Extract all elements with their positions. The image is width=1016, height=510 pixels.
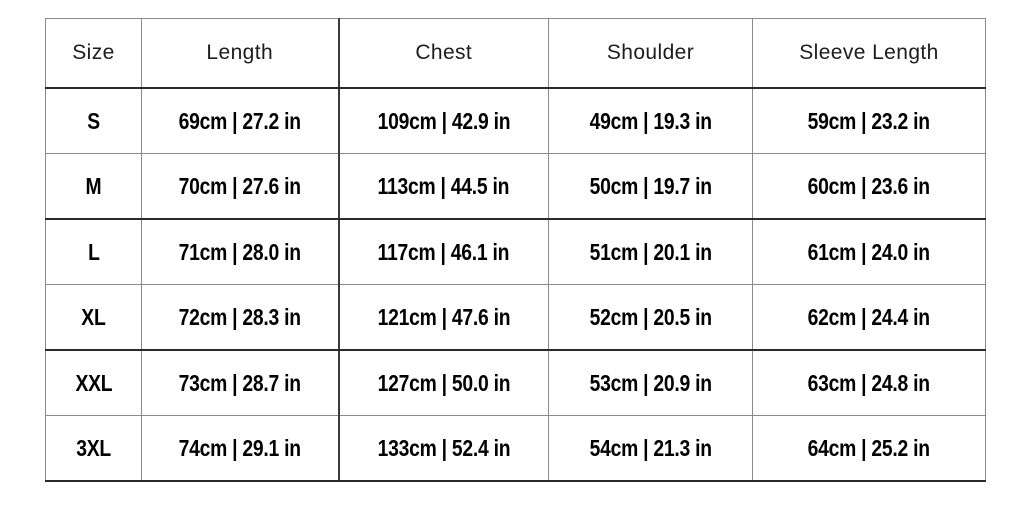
shoulder-value: 51cm | 20.1 in [589,238,712,265]
shoulder-value: 50cm | 19.7 in [589,172,712,199]
size-label: 3XL [76,434,111,461]
shoulder-value: 49cm | 19.3 in [589,107,712,134]
header-row: Size Length Chest Shoulder Sleeve Length [45,18,986,89]
chest-value: 127cm | 50.0 in [377,369,511,396]
chest-value: 121cm | 47.6 in [377,303,511,330]
measurement-cell: 109cm | 42.9 in [337,87,549,154]
measurement-cell: 51cm | 20.1 in [548,218,753,285]
table-row-xxl: XXL 73cm | 28.7 in 127cm | 50.0 in 53cm … [45,349,986,416]
measurement-cell: 54cm | 21.3 in [548,415,753,482]
shoulder-value: 53cm | 20.9 in [589,369,712,396]
measurement-cell: 59cm | 23.2 in [752,87,986,154]
length-value: 71cm | 28.0 in [178,238,301,265]
measurement-cell: 73cm | 28.7 in [141,349,339,416]
sleeve-length-value: 64cm | 25.2 in [807,434,931,461]
measurement-cell: 121cm | 47.6 in [337,284,549,351]
size-label: S [87,107,100,134]
measurement-cell: 113cm | 44.5 in [337,153,549,220]
column-header-chest: Chest [337,18,549,89]
table-row-s: S 69cm | 27.2 in 109cm | 42.9 in 49cm | … [45,87,986,154]
chest-value: 133cm | 52.4 in [377,434,511,461]
measurement-cell: 74cm | 29.1 in [141,415,339,482]
measurement-cell: 133cm | 52.4 in [337,415,549,482]
size-chart-table: Size Length Chest Shoulder Sleeve Length… [45,18,986,482]
sleeve-length-value: 61cm | 24.0 in [807,238,931,265]
measurement-cell: 53cm | 20.9 in [548,349,753,416]
shoulder-value: 52cm | 20.5 in [589,303,712,330]
length-value: 73cm | 28.7 in [178,369,301,396]
measurement-cell: 64cm | 25.2 in [752,415,986,482]
measurement-cell: 49cm | 19.3 in [548,87,753,154]
table-row-3xl: 3XL 74cm | 29.1 in 133cm | 52.4 in 54cm … [45,415,986,482]
length-value: 72cm | 28.3 in [178,303,301,330]
chest-value: 117cm | 46.1 in [377,238,510,265]
measurement-cell: 60cm | 23.6 in [752,153,986,220]
size-label: M [85,172,102,199]
size-cell: M [45,153,142,220]
column-header-sleeve-length: Sleeve Length [752,18,986,89]
size-label: XL [81,303,106,330]
size-cell: 3XL [45,415,142,482]
measurement-cell: 62cm | 24.4 in [752,284,986,351]
measurement-cell: 63cm | 24.8 in [752,349,986,416]
length-value: 69cm | 27.2 in [178,107,301,134]
size-cell: XXL [45,349,142,416]
length-value: 70cm | 27.6 in [178,172,301,199]
chest-value: 109cm | 42.9 in [377,107,511,134]
size-label: XXL [75,369,112,396]
size-label: L [87,238,100,265]
column-header-shoulder: Shoulder [548,18,753,89]
measurement-cell: 127cm | 50.0 in [337,349,549,416]
measurement-cell: 71cm | 28.0 in [141,218,339,285]
measurement-cell: 69cm | 27.2 in [141,87,339,154]
length-value: 74cm | 29.1 in [178,434,301,461]
sleeve-length-value: 60cm | 23.6 in [807,172,931,199]
measurement-cell: 72cm | 28.3 in [141,284,339,351]
size-cell: L [45,218,142,285]
measurement-cell: 117cm | 46.1 in [337,218,549,285]
shoulder-value: 54cm | 21.3 in [589,434,712,461]
chest-value: 113cm | 44.5 in [377,172,510,199]
sleeve-length-value: 59cm | 23.2 in [807,107,931,134]
column-header-size: Size [45,18,142,89]
measurement-cell: 50cm | 19.7 in [548,153,753,220]
table-row-xl: XL 72cm | 28.3 in 121cm | 47.6 in 52cm |… [45,284,986,351]
sleeve-length-value: 62cm | 24.4 in [807,303,931,330]
size-cell: XL [45,284,142,351]
measurement-cell: 61cm | 24.0 in [752,218,986,285]
size-cell: S [45,87,142,154]
table-row-l: L 71cm | 28.0 in 117cm | 46.1 in 51cm | … [45,218,986,285]
measurement-cell: 52cm | 20.5 in [548,284,753,351]
sleeve-length-value: 63cm | 24.8 in [807,369,931,396]
table-row-m: M 70cm | 27.6 in 113cm | 44.5 in 50cm | … [45,153,986,220]
measurement-cell: 70cm | 27.6 in [141,153,339,220]
column-header-length: Length [141,18,339,89]
